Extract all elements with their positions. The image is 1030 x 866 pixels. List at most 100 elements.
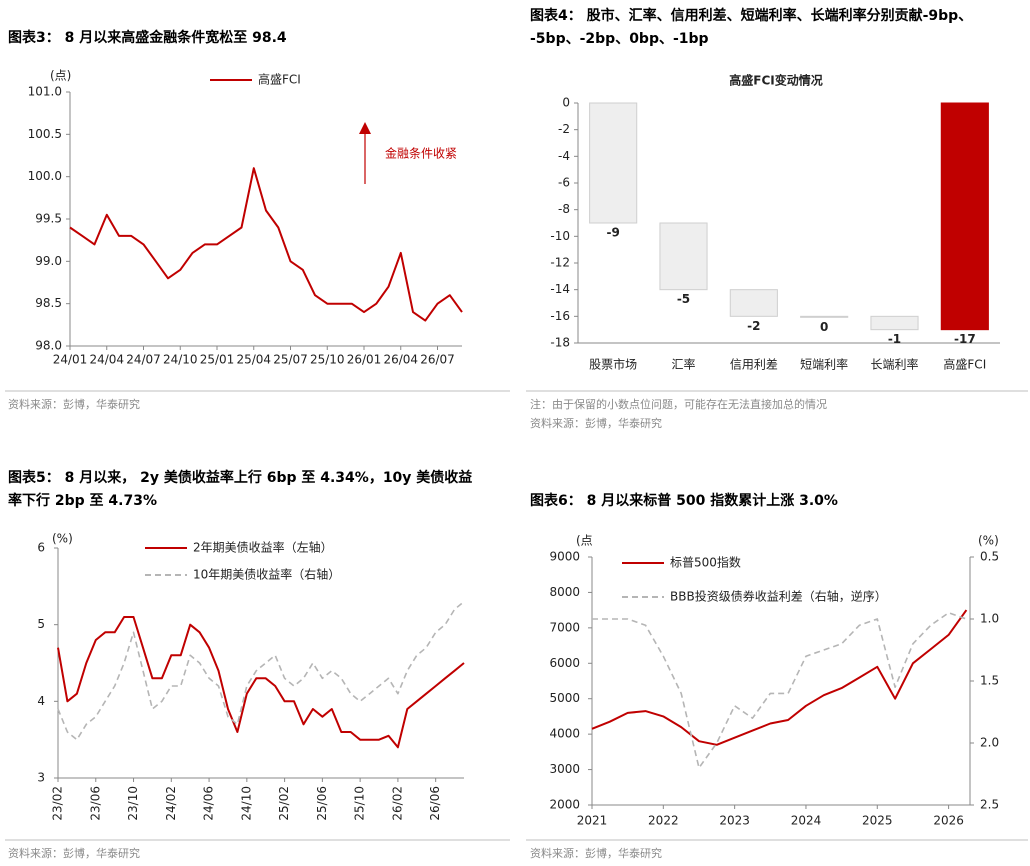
x-tick-label: 25/04: [236, 353, 271, 367]
x-tick-label: 24/10: [163, 353, 198, 367]
bar: [940, 102, 989, 331]
caption: 率下行 2bp 至 4.73%: [8, 492, 157, 509]
y-tick-label: 9000: [549, 550, 580, 564]
y-tick-label: -10: [550, 229, 570, 243]
y-tick-label: 8000: [549, 585, 580, 599]
x-tick-label: 26/07: [420, 353, 455, 367]
y-unit: (点): [50, 69, 71, 83]
caption: 图表5： 8 月以来， 2y 美债收益率上行 6bp 至 4.34%，10y 美…: [8, 469, 472, 486]
line-series: [592, 612, 967, 769]
legend-label: 高盛FCI: [258, 72, 301, 87]
y2-tick-label: 0.5: [980, 550, 999, 564]
x-tick-label: 2022: [648, 814, 679, 828]
x-tick-label: 股票市场: [589, 357, 637, 372]
x-tick-label: 26/06: [428, 786, 442, 821]
annotation: 金融条件收紧: [385, 146, 457, 161]
y-tick-label: 6000: [549, 656, 580, 670]
y-tick-label: -8: [558, 202, 570, 216]
y-tick-label: 100.5: [28, 127, 62, 141]
y-tick-label: 4000: [549, 727, 580, 741]
x-tick-label: 2021: [577, 814, 608, 828]
y-tick-label: -14: [550, 282, 570, 296]
bar: [729, 289, 778, 317]
y-tick-label: 5000: [549, 691, 580, 705]
x-tick-label: 23/06: [88, 786, 102, 821]
y-tick-label: -2: [558, 122, 570, 136]
y-tick-label: 0: [562, 96, 570, 110]
y-tick-label: 6: [37, 541, 45, 555]
legend-label: 标普500指数: [670, 555, 741, 570]
x-tick-label: 26/01: [347, 353, 382, 367]
legend-label: BBB投资级债券收益利差（右轴，逆序）: [670, 589, 887, 604]
y-tick-label: 98.5: [35, 296, 62, 310]
y-tick-label: -16: [550, 309, 570, 323]
source: 资料来源：彭博，华泰研究: [8, 397, 140, 411]
x-tick-label: 24/06: [202, 786, 216, 821]
x-tick-label: 2024: [791, 814, 822, 828]
x-tick-label: 长端利率: [870, 357, 918, 372]
x-tick-label: 24/10: [239, 786, 253, 821]
legend-label: 2年期美债收益率（左轴）: [193, 540, 333, 555]
y-tick-label: -4: [558, 149, 570, 163]
x-tick-label: 信用利差: [730, 358, 778, 372]
x-tick-label: 2023: [719, 814, 750, 828]
x-tick-label: 25/07: [273, 353, 308, 367]
x-tick-label: 2026: [933, 814, 964, 828]
chart-subtitle: 高盛FCI变动情况: [729, 73, 822, 88]
x-tick-label: 25/01: [200, 353, 235, 367]
caption: 图表3： 8 月以来高盛金融条件宽松至 98.4: [8, 29, 287, 46]
legend-label: 10年期美债收益率（右轴）: [193, 567, 340, 582]
y2-tick-label: 1.0: [980, 612, 999, 626]
source: 资料来源：彭博，华泰研究: [530, 846, 662, 860]
y-tick-label: -6: [558, 176, 570, 190]
x-tick-label: 25/10: [310, 353, 345, 367]
x-tick-label: 24/04: [89, 353, 124, 367]
x-tick-label: 25/10: [353, 786, 367, 821]
value-label: 0: [820, 320, 828, 334]
y-tick-label: 7000: [549, 620, 580, 634]
y-tick-label: 99.0: [35, 254, 62, 268]
x-tick-label: 23/10: [126, 786, 140, 821]
x-tick-label: 汇率: [671, 357, 695, 372]
bar: [870, 315, 919, 331]
y2-tick-label: 2.5: [980, 798, 999, 812]
y-tick-label: 100.0: [28, 169, 62, 183]
bar: [589, 102, 638, 224]
value-label: -9: [606, 226, 619, 240]
y-tick-label: -12: [550, 256, 570, 270]
y-unit: (点: [576, 534, 593, 548]
line-series: [591, 609, 968, 746]
x-tick-label: 24/01: [53, 353, 88, 367]
value-label: -1: [888, 332, 901, 346]
bar: [800, 315, 849, 318]
x-tick-label: 高盛FCI: [943, 357, 986, 372]
value-label: -17: [954, 332, 976, 346]
caption: -5bp、-2bp、0bp、-1bp: [530, 31, 709, 47]
x-tick-label: 26/02: [390, 786, 404, 821]
y-tick-label: 4: [37, 694, 45, 708]
caption: 图表6： 8 月以来标普 500 指数累计上涨 3.0%: [530, 492, 838, 509]
x-tick-label: 26/04: [383, 353, 418, 367]
x-tick-label: 23/02: [51, 786, 65, 821]
y2-unit: (%): [978, 534, 999, 548]
x-tick-label: 2025: [862, 814, 893, 828]
x-tick-label: 25/02: [277, 786, 291, 821]
y2-tick-label: 2.0: [980, 736, 999, 750]
x-tick-label: 24/07: [126, 353, 161, 367]
value-label: -2: [747, 319, 760, 333]
y-tick-label: 5: [37, 617, 45, 631]
source: 资料来源：彭博，华泰研究: [8, 846, 140, 860]
line-series: [57, 601, 465, 741]
value-label: -5: [677, 292, 690, 306]
y-tick-label: 99.5: [35, 212, 62, 226]
x-tick-label: 24/02: [164, 786, 178, 821]
line-series: [69, 167, 463, 322]
y-tick-label: 3: [37, 771, 45, 785]
y-tick-label: 101.0: [28, 85, 62, 99]
x-tick-label: 25/06: [315, 786, 329, 821]
x-tick-label: 短端利率: [800, 357, 848, 372]
source: 资料来源：彭博，华泰研究: [530, 416, 662, 430]
line-series: [57, 616, 465, 749]
y-tick-label: 3000: [549, 762, 580, 776]
